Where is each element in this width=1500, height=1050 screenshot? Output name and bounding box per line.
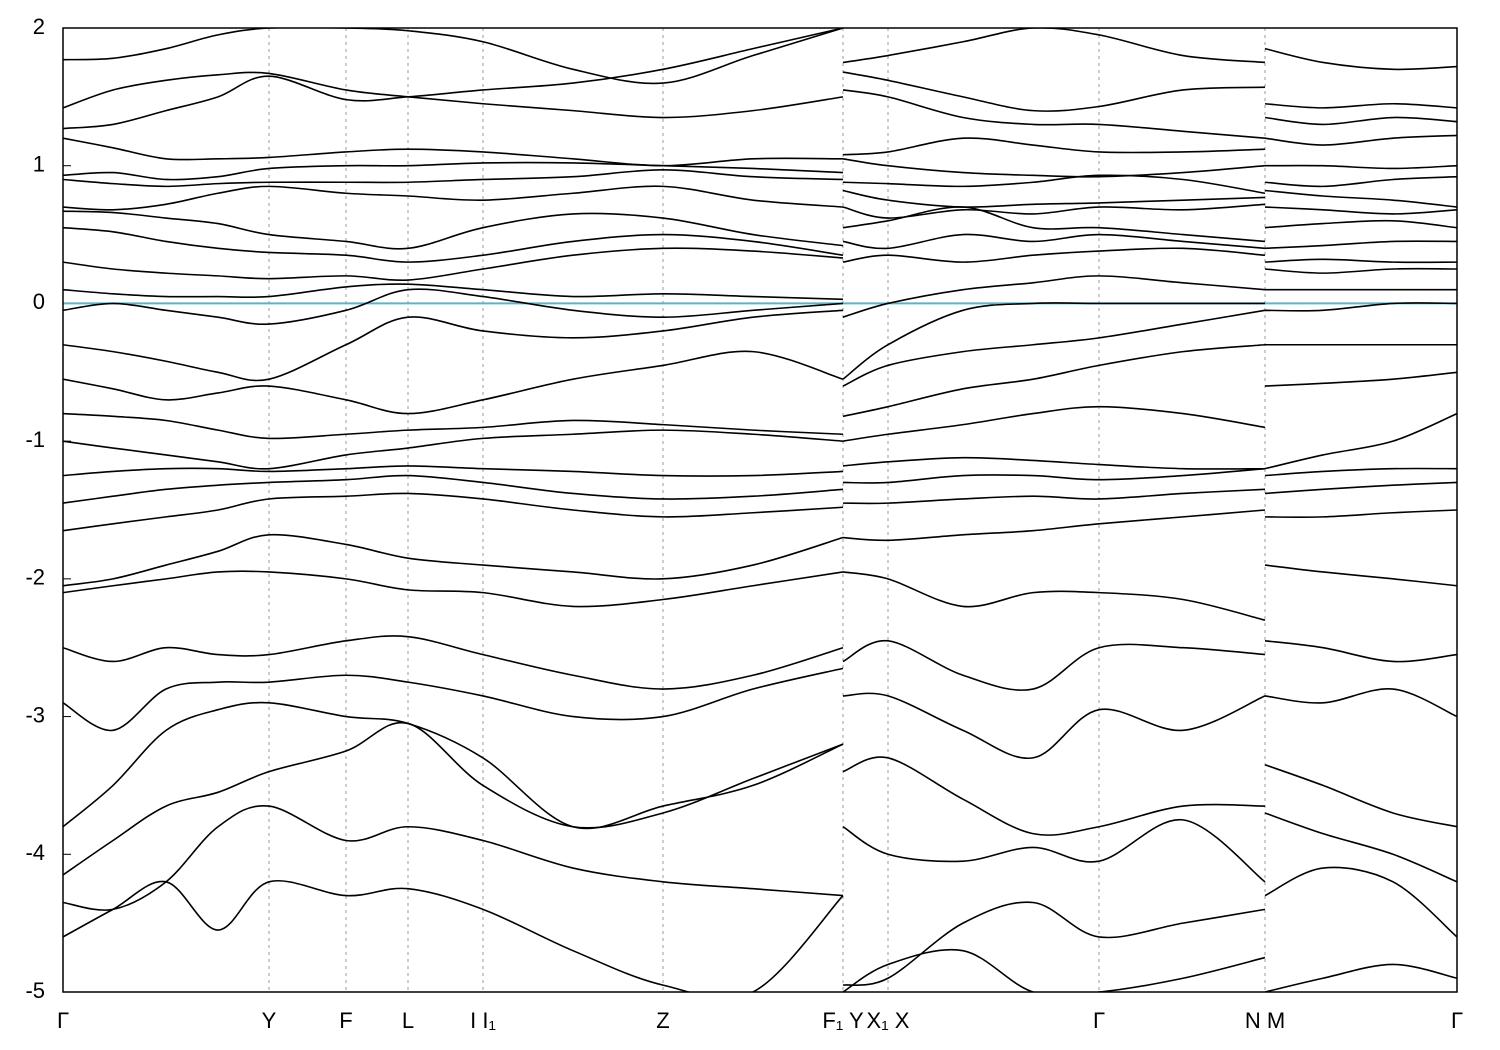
band xyxy=(63,267,1457,326)
band xyxy=(63,721,1457,883)
grid xyxy=(62,27,1458,993)
band xyxy=(63,134,1457,167)
band xyxy=(63,509,1457,587)
band xyxy=(63,185,1457,211)
band xyxy=(63,206,1457,263)
band xyxy=(63,302,1457,415)
x-tick-label: L xyxy=(402,1008,414,1033)
x-tick-label: Z xyxy=(656,1008,669,1033)
y-tick-label: -1 xyxy=(25,427,45,452)
band xyxy=(63,288,1457,382)
x-tick-label: X₁ X xyxy=(867,1008,910,1033)
band xyxy=(63,701,1457,836)
band xyxy=(63,203,1457,250)
x-tick-label: I I₁ xyxy=(470,1008,496,1033)
y-tick-label: 2 xyxy=(33,14,45,39)
y-tick-label: 0 xyxy=(33,289,45,314)
band xyxy=(63,879,1457,992)
band xyxy=(63,71,1457,119)
x-tick-label: Γ xyxy=(1093,1008,1105,1033)
band xyxy=(63,28,1457,139)
x-tick-label: Γ xyxy=(1451,1008,1463,1033)
y-tick-label: -2 xyxy=(25,565,45,590)
y-tick-label: -5 xyxy=(25,978,45,1003)
band xyxy=(63,564,1457,621)
band xyxy=(63,481,1457,532)
band xyxy=(63,343,1457,440)
band xyxy=(63,158,1457,181)
x-tick-label: F₁ Y xyxy=(822,1008,864,1033)
y-tick-label: -4 xyxy=(25,840,45,865)
x-tick-label: Γ xyxy=(57,1008,69,1033)
band xyxy=(63,635,1457,691)
band xyxy=(63,28,1457,85)
bands xyxy=(63,28,1457,992)
tick-labels: 2 1 0 -1 -2 -3 -4 -5 Γ Y F L I I₁ Z F₁ Y X₁ X Γ N M Γ xyxy=(25,14,1463,1033)
band xyxy=(63,169,1457,195)
y-tick-label: -3 xyxy=(25,702,45,727)
x-tick-label: F xyxy=(339,1008,352,1033)
y-tick-label: 1 xyxy=(33,152,45,177)
x-tick-label: Y xyxy=(262,1008,277,1033)
band xyxy=(63,804,1457,986)
band xyxy=(63,247,1457,301)
plot-frame xyxy=(62,27,1458,993)
band xyxy=(63,667,1457,759)
x-tick-label: N M xyxy=(1245,1008,1285,1033)
band xyxy=(63,233,1457,281)
band xyxy=(63,467,1457,504)
band xyxy=(63,412,1457,477)
band xyxy=(63,371,1457,470)
